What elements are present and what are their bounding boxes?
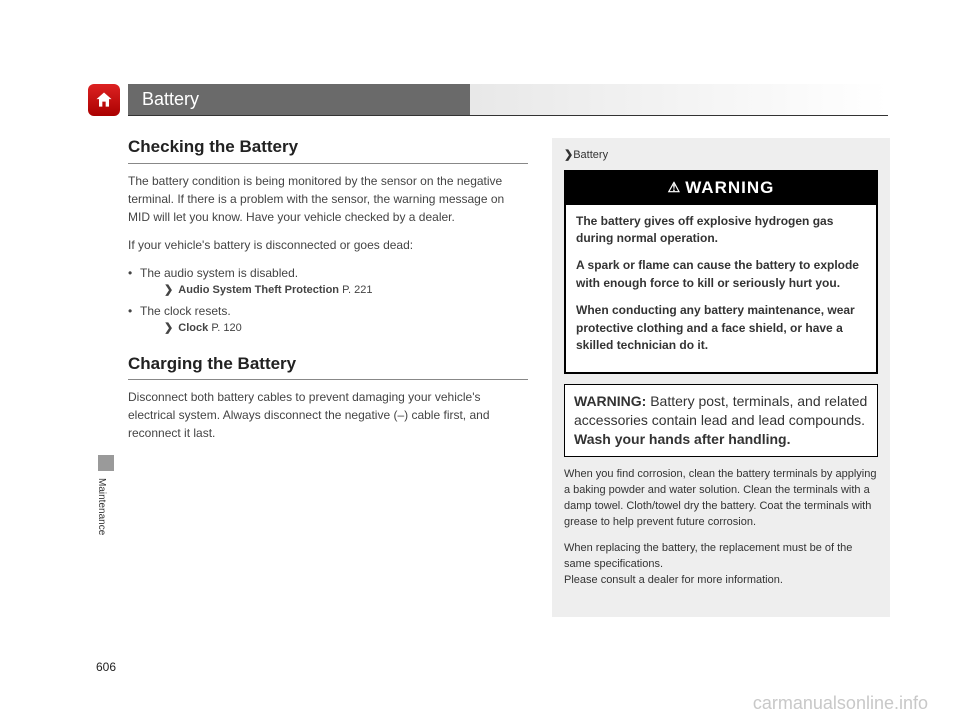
house-icon bbox=[94, 90, 114, 110]
sidebar-arrow-icon: ❯ bbox=[564, 149, 573, 161]
reference-arrow-icon: ❯ bbox=[164, 284, 173, 296]
warning-text-2: A spark or flame can cause the battery t… bbox=[576, 257, 866, 292]
warning-heading-text: WARNING bbox=[685, 178, 774, 197]
bullet-text: The audio system is disabled. bbox=[140, 266, 298, 280]
cross-reference: ❯ Audio System Theft Protection P. 221 bbox=[140, 282, 528, 299]
checking-paragraph-1: The battery condition is being monitored… bbox=[128, 172, 528, 226]
lead-warning-box: WARNING: Battery post, terminals, and re… bbox=[564, 384, 878, 457]
charging-paragraph-1: Disconnect both battery cables to preven… bbox=[128, 388, 528, 442]
list-item: The audio system is disabled. ❯ Audio Sy… bbox=[128, 264, 528, 299]
reference-page: P. 120 bbox=[211, 322, 241, 334]
chapter-header-bar: Battery bbox=[128, 84, 888, 116]
sidebar-title-text: Battery bbox=[573, 149, 608, 161]
bullet-text: The clock resets. bbox=[140, 304, 231, 318]
lead-warning-wash: Wash your hands after handling. bbox=[574, 431, 791, 447]
lead-warning-label: WARNING: bbox=[574, 393, 646, 409]
warning-header: ⚠WARNING bbox=[566, 172, 876, 205]
warning-text-3: When conducting any battery maintenance,… bbox=[576, 302, 866, 354]
chapter-title: Battery bbox=[142, 89, 199, 110]
reference-page: P. 221 bbox=[342, 284, 372, 296]
warning-triangle-icon: ⚠ bbox=[668, 179, 682, 195]
chapter-tab-label: Maintenance bbox=[96, 478, 107, 535]
list-item: The clock resets. ❯ Clock P. 120 bbox=[128, 302, 528, 337]
home-icon[interactable] bbox=[88, 84, 120, 116]
reference-label: Audio System Theft Protection bbox=[178, 284, 339, 296]
sidebar-note-1: When you find corrosion, clean the batte… bbox=[564, 467, 878, 531]
section-heading-checking: Checking the Battery bbox=[128, 134, 528, 164]
reference-arrow-icon: ❯ bbox=[164, 322, 173, 334]
main-content: Checking the Battery The battery conditi… bbox=[128, 134, 528, 452]
checking-paragraph-2: If your vehicle's battery is disconnecte… bbox=[128, 236, 528, 254]
warning-text-1: The battery gives off explosive hydrogen… bbox=[576, 213, 866, 248]
warning-body: The battery gives off explosive hydrogen… bbox=[566, 205, 876, 373]
cross-reference: ❯ Clock P. 120 bbox=[140, 320, 528, 337]
chapter-tab bbox=[98, 455, 114, 471]
reference-label: Clock bbox=[178, 322, 208, 334]
warning-box: ⚠WARNING The battery gives off explosive… bbox=[564, 170, 878, 374]
checking-list: The audio system is disabled. ❯ Audio Sy… bbox=[128, 264, 528, 337]
sidebar-panel: ❯Battery ⚠WARNING The battery gives off … bbox=[552, 138, 890, 617]
watermark-text: carmanualsonline.info bbox=[753, 693, 928, 714]
section-heading-charging: Charging the Battery bbox=[128, 351, 528, 381]
sidebar-note-2: When replacing the battery, the replacem… bbox=[564, 541, 878, 589]
page-number: 606 bbox=[96, 660, 116, 674]
sidebar-title: ❯Battery bbox=[564, 148, 878, 164]
